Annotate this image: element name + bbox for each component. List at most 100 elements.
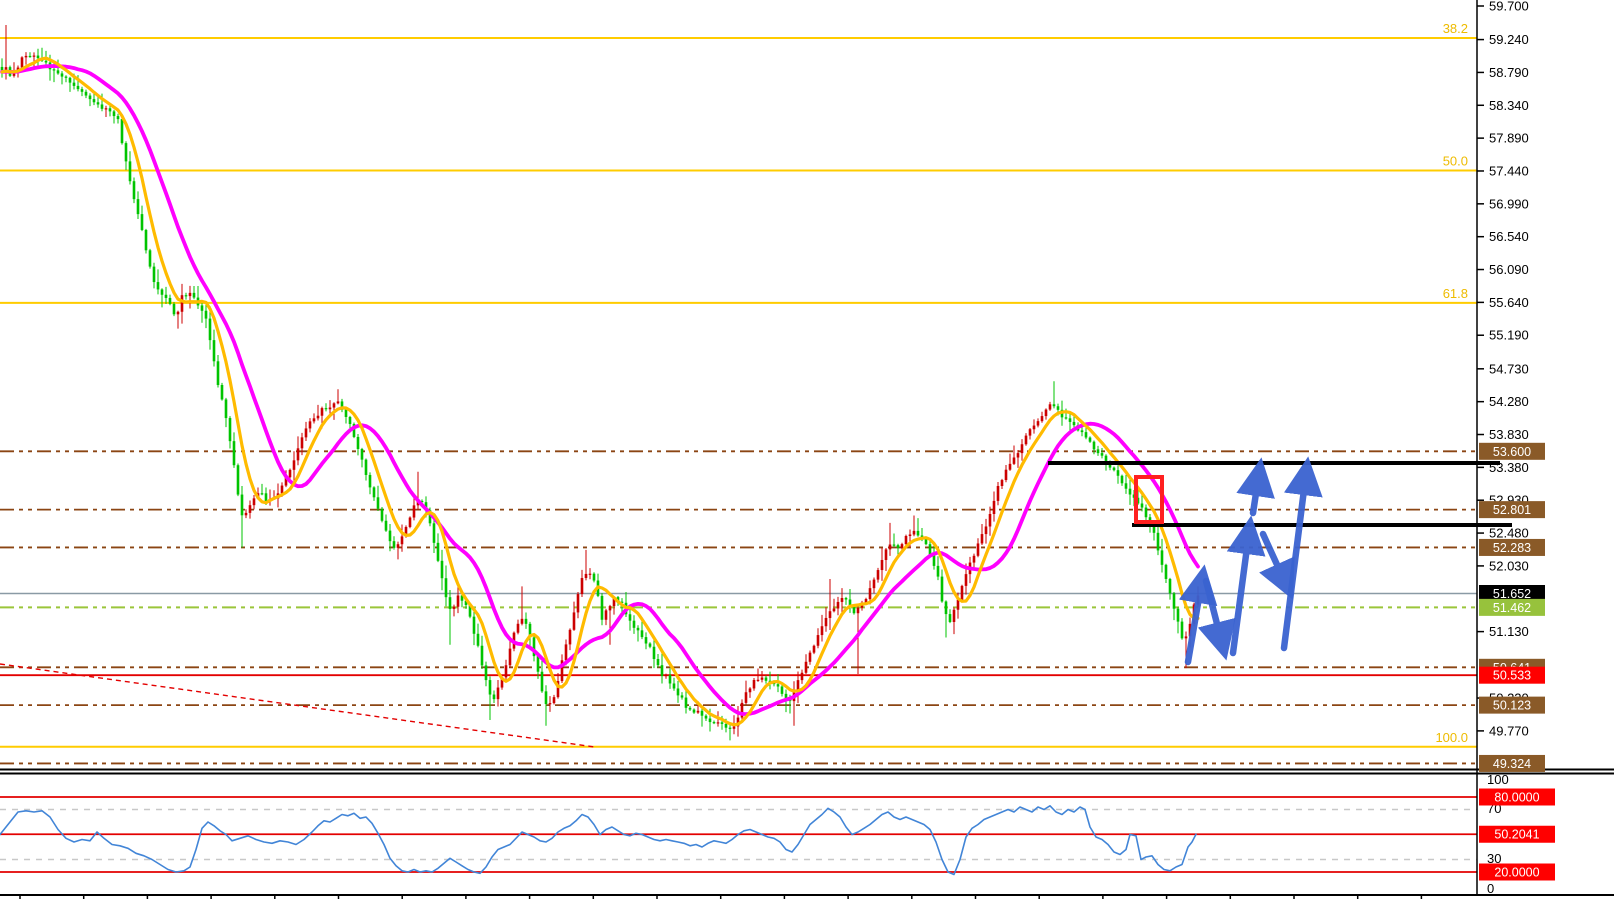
candle-body-up	[1048, 404, 1052, 410]
price-axis-label: 53.830	[1489, 427, 1529, 442]
price-axis-label: 58.790	[1489, 65, 1529, 80]
candle-body-down	[476, 633, 480, 646]
candle-body-up	[588, 573, 592, 575]
candle-body-down	[36, 55, 40, 59]
candle-body-up	[292, 460, 296, 470]
candle-body-down	[652, 646, 656, 660]
projection-arrow	[1178, 564, 1218, 666]
candle-body-down	[1176, 608, 1180, 622]
candle-body-down	[436, 542, 440, 561]
candle-body-down	[892, 544, 896, 546]
candle-body-up	[816, 635, 820, 646]
price-tag-box	[1479, 501, 1545, 519]
candle-body-down	[1108, 463, 1112, 468]
candle-body-down	[728, 727, 732, 729]
candle-body-down	[916, 530, 920, 536]
rsi-panel	[0, 796, 1477, 876]
candle-body-down	[80, 89, 84, 92]
candle-body-down	[544, 691, 548, 705]
candle-body-down	[1052, 404, 1056, 407]
candle-body-up	[760, 677, 764, 680]
candle-body-down	[540, 671, 544, 692]
candle-body-up	[560, 660, 564, 682]
candle-body-up	[332, 403, 336, 408]
candle-body-down	[936, 565, 940, 577]
price-axis-label: 55.190	[1489, 328, 1529, 343]
price-tag-text: 52.801	[1493, 503, 1531, 517]
candle-body-down	[1080, 430, 1084, 433]
candle-body-down	[140, 214, 144, 230]
candle-body-down	[52, 69, 56, 71]
candle-body-down	[1096, 449, 1100, 454]
candle-body-down	[640, 630, 644, 638]
candle-body-up	[736, 717, 740, 727]
candle-body-down	[492, 694, 496, 700]
candle-body-down	[472, 616, 476, 634]
candle-body-down	[704, 715, 708, 719]
candle-body-down	[164, 294, 168, 298]
candle-body-down	[44, 60, 48, 63]
candle-body-down	[156, 282, 160, 290]
candle-body-up	[288, 469, 292, 478]
candle-body-up	[1036, 421, 1040, 426]
candle-body-up	[452, 606, 456, 609]
candle-body-down	[928, 544, 932, 555]
price-tag-text: 50.123	[1493, 699, 1531, 713]
candle-body-up	[556, 681, 560, 698]
price-axis-label: 55.640	[1489, 295, 1529, 310]
candle-body-down	[204, 310, 208, 319]
projection-arrow	[1197, 577, 1236, 661]
candle-body-up	[732, 726, 736, 729]
ma-slow-magenta	[0, 64, 1200, 716]
candle-body-down	[1116, 470, 1120, 476]
candle-body-down	[448, 597, 452, 609]
candle-body-up	[336, 401, 340, 404]
candle-body-down	[344, 409, 348, 417]
candle-body-up	[744, 692, 748, 703]
projection-arrows	[1178, 456, 1323, 666]
candle-body-down	[228, 418, 232, 442]
candle-body-up	[1008, 463, 1012, 470]
price-tag-box	[1479, 696, 1545, 714]
candle-body-down	[120, 119, 124, 144]
candle-body-down	[264, 493, 268, 501]
candle-body-down	[232, 441, 236, 466]
candle-body-up	[836, 601, 840, 609]
candle-body-down	[780, 686, 784, 694]
candle-body-down	[1140, 503, 1144, 508]
projection-arrow	[1259, 530, 1295, 600]
candle-body-up	[980, 534, 984, 544]
candle-body-down	[1120, 475, 1124, 484]
candle-body-down	[660, 665, 664, 676]
candle-body-up	[500, 677, 504, 688]
price-tag-text: 53.600	[1493, 445, 1531, 459]
candle-body-down	[168, 297, 172, 304]
candle-body-up	[584, 573, 588, 579]
price-axis-label: 52.480	[1489, 526, 1529, 541]
candle-body-up	[548, 703, 552, 705]
price-tag-text: 51.462	[1493, 601, 1531, 615]
candle-body-down	[1164, 564, 1168, 579]
candle-body-up	[612, 597, 616, 607]
fib-label-50.0: 50.0	[1443, 153, 1468, 168]
candle-body-down	[636, 627, 640, 631]
candle-body-down	[364, 459, 368, 475]
candle-body-down	[1064, 417, 1068, 419]
candle-body-down	[764, 677, 768, 681]
candle-body-up	[244, 512, 248, 516]
candle-body-down	[940, 576, 944, 602]
candle-body-up	[1188, 623, 1192, 637]
candle-body-up	[880, 559, 884, 571]
candle-body-up	[1012, 457, 1016, 464]
candle-body-down	[240, 494, 244, 516]
candle-body-down	[260, 493, 264, 495]
candle-body-down	[184, 295, 188, 297]
candle-body-up	[308, 421, 312, 429]
candle-body-up	[996, 485, 1000, 501]
candle-body-down	[484, 665, 488, 681]
candle-body-up	[508, 648, 512, 666]
candle-body-up	[408, 517, 412, 527]
candle-body-up	[908, 534, 912, 536]
